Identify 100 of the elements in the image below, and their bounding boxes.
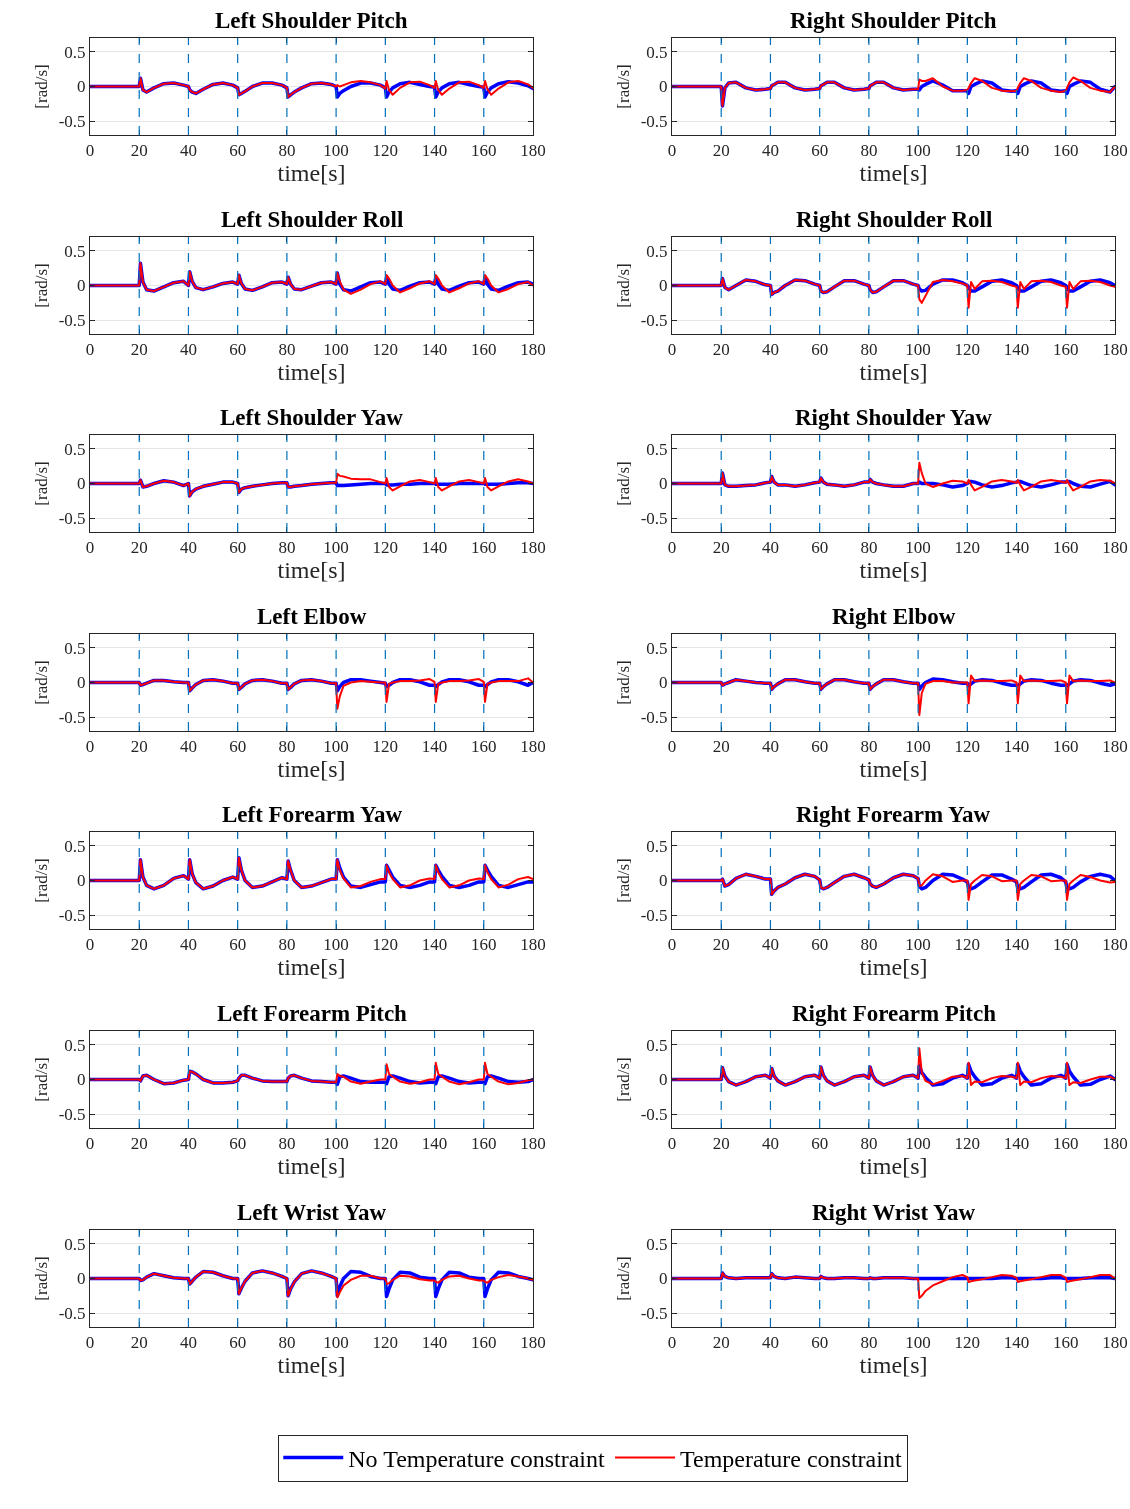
x-tick-label: 100	[323, 1333, 349, 1353]
x-tick-label: 100	[905, 1134, 931, 1154]
x-tick-label: 180	[1102, 935, 1128, 955]
y-tick-label: 0.5	[646, 42, 668, 62]
x-tick-label: 80	[278, 935, 296, 955]
y-tick-label: 0	[77, 77, 86, 97]
x-tick-label: 160	[1053, 141, 1079, 161]
x-tick-label: 60	[811, 1134, 829, 1154]
x-axis-title: time[s]	[859, 359, 928, 386]
y-tick-label: 0.5	[646, 241, 668, 261]
x-tick-label: 140	[421, 141, 448, 161]
x-tick-label: 140	[1003, 1333, 1030, 1353]
x-tick-label: 100	[905, 1333, 931, 1353]
x-tick-label: 80	[278, 538, 296, 558]
x-tick-label: 120	[954, 1333, 981, 1353]
x-tick-label: 20	[712, 141, 730, 161]
x-tick-label: 20	[712, 935, 730, 955]
x-tick-label: 40	[761, 1134, 779, 1154]
x-tick-label: 160	[471, 1134, 497, 1154]
x-tick-label: 140	[1003, 1134, 1030, 1154]
x-tick-label: 160	[471, 538, 497, 558]
x-tick-label: 40	[761, 935, 779, 955]
x-tick-label: 140	[1003, 737, 1030, 757]
x-tick-label: 100	[323, 141, 349, 161]
y-tick-label: 0	[659, 1070, 668, 1090]
chart-title: Left Shoulder Yaw	[220, 405, 404, 430]
y-tick-label: 0	[659, 276, 668, 296]
x-tick-label: 20	[130, 141, 148, 161]
x-tick-label: 140	[421, 737, 448, 757]
y-axis-title: [rad/s]	[614, 263, 634, 308]
x-tick-label: 60	[229, 1134, 247, 1154]
x-tick-label: 140	[421, 1333, 448, 1353]
y-tick-label: 0	[659, 673, 668, 693]
x-tick-label: 140	[421, 935, 448, 955]
x-tick-label: 20	[712, 737, 730, 757]
x-tick-label: 180	[1102, 1333, 1128, 1353]
x-tick-label: 120	[372, 340, 399, 360]
y-tick-label: -0.5	[640, 1105, 668, 1125]
y-axis-title: [rad/s]	[614, 858, 634, 903]
y-tick-label: -0.5	[640, 509, 668, 529]
x-tick-label: 180	[1102, 141, 1128, 161]
x-tick-label: 160	[471, 935, 497, 955]
x-tick-label: 60	[229, 1333, 247, 1353]
x-tick-label: 40	[761, 141, 779, 161]
chart-title: Left Shoulder Roll	[221, 207, 404, 232]
x-tick-label: 180	[1102, 538, 1128, 558]
x-tick-label: 80	[860, 1134, 878, 1154]
x-tick-label: 160	[1053, 538, 1079, 558]
y-axis-title: [rad/s]	[614, 1256, 634, 1301]
x-tick-label: 80	[860, 935, 878, 955]
x-tick-label: 60	[229, 935, 247, 955]
chart-title: Right Forearm Pitch	[792, 1001, 997, 1026]
x-tick-label: 120	[372, 1333, 399, 1353]
y-tick-label: -0.5	[640, 708, 668, 728]
y-tick-label: -0.5	[58, 112, 86, 132]
x-tick-label: 80	[278, 141, 296, 161]
x-tick-label: 20	[130, 340, 148, 360]
x-tick-label: 180	[1102, 340, 1128, 360]
y-tick-label: -0.5	[58, 708, 86, 728]
x-tick-label: 100	[323, 935, 349, 955]
x-tick-label: 60	[811, 141, 829, 161]
x-tick-label: 140	[1003, 538, 1030, 558]
x-tick-label: 20	[712, 1333, 730, 1353]
x-tick-label: 40	[761, 1333, 779, 1353]
x-tick-label: 180	[520, 935, 546, 955]
x-tick-label: 160	[471, 737, 497, 757]
x-tick-label: 100	[323, 737, 349, 757]
y-axis-title: [rad/s]	[32, 263, 52, 308]
y-tick-label: 0	[77, 1070, 86, 1090]
x-tick-label: 160	[1053, 340, 1079, 360]
y-axis-title: [rad/s]	[32, 64, 52, 109]
x-tick-label: 100	[905, 538, 931, 558]
x-tick-label: 40	[179, 340, 197, 360]
x-tick-label: 160	[1053, 935, 1079, 955]
x-tick-label: 40	[179, 1333, 197, 1353]
y-tick-label: 0	[77, 474, 86, 494]
x-tick-label: 40	[761, 737, 779, 757]
x-tick-label: 40	[179, 538, 197, 558]
x-tick-label: 80	[860, 340, 878, 360]
x-tick-label: 80	[278, 340, 296, 360]
y-tick-label: 0.5	[646, 1035, 668, 1055]
chart-title: Right Forearm Yaw	[796, 802, 991, 827]
y-tick-label: -0.5	[640, 112, 668, 132]
x-tick-label: 180	[520, 1333, 546, 1353]
x-tick-label: 140	[421, 1134, 448, 1154]
chart-title: Left Shoulder Pitch	[215, 8, 408, 33]
y-tick-label: 0.5	[64, 241, 86, 261]
x-axis-title: time[s]	[859, 756, 928, 783]
x-tick-label: 180	[1102, 737, 1128, 757]
x-tick-label: 180	[520, 1134, 546, 1154]
x-tick-label: 80	[860, 141, 878, 161]
chart-title: Left Elbow	[257, 604, 367, 629]
x-tick-label: 60	[811, 340, 829, 360]
y-tick-label: 0	[659, 1269, 668, 1289]
x-tick-label: 20	[130, 538, 148, 558]
x-tick-label: 20	[130, 737, 148, 757]
x-tick-label: 180	[520, 141, 546, 161]
x-axis-title: time[s]	[859, 1352, 928, 1379]
chart-title: Left Wrist Yaw	[237, 1200, 387, 1225]
y-tick-label: -0.5	[640, 906, 668, 926]
